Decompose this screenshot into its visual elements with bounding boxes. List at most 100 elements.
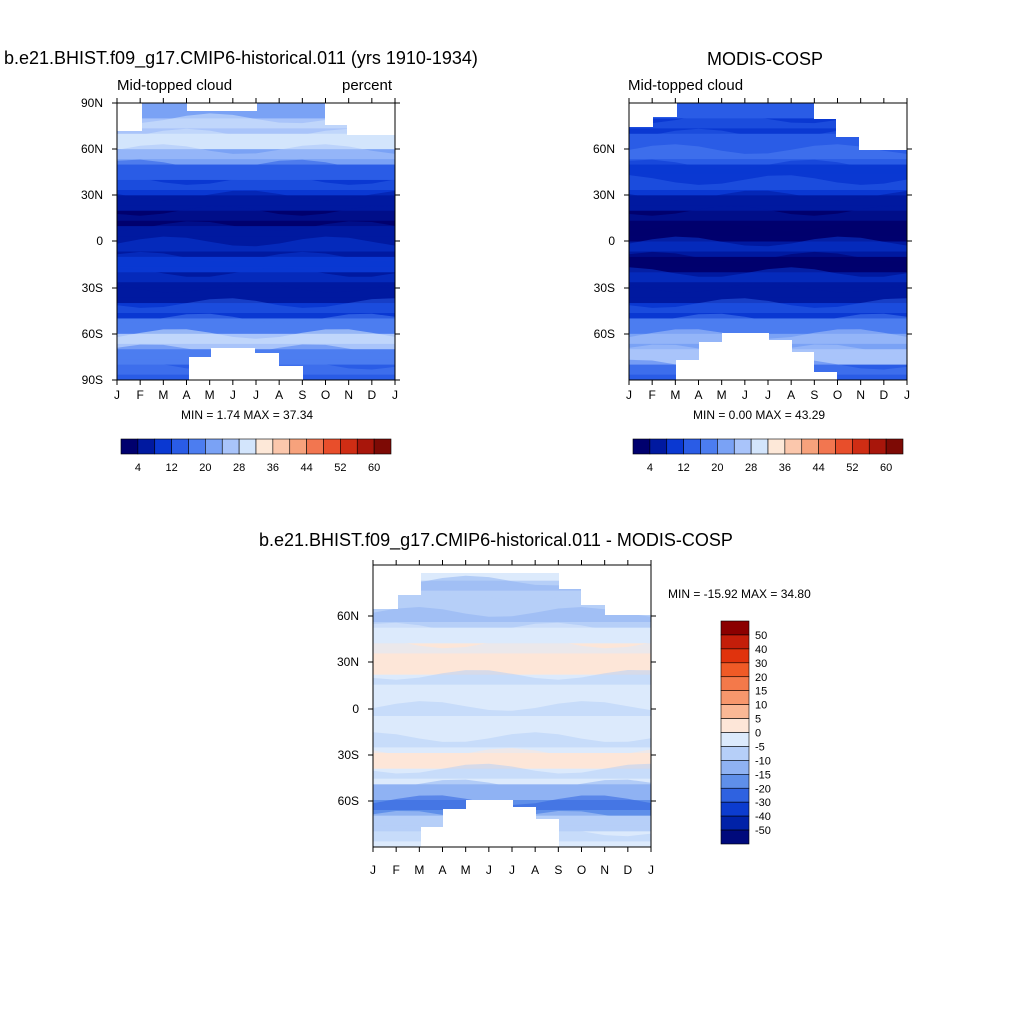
colorbar-swatch (120, 438, 139, 455)
x-tick-label: J (904, 388, 910, 402)
x-tick-label: N (856, 388, 865, 402)
colorbar-swatch (720, 676, 750, 691)
contour-50 (117, 159, 395, 175)
x-tick-label: J (742, 388, 748, 402)
y-tick-label: 30N (337, 655, 359, 669)
colorbar-swatch (683, 438, 701, 455)
x-tick-label: M (205, 388, 215, 402)
colorbar-swatch (137, 438, 156, 455)
colorbar-swatch (720, 634, 750, 650)
contour-0 (117, 236, 395, 252)
contour-10 (373, 685, 651, 701)
missing-north (373, 565, 651, 615)
x-tick-label: A (182, 388, 190, 402)
contour-30 (373, 654, 651, 669)
colorbar-swatch (255, 438, 274, 455)
x-tick-label: N (600, 863, 609, 877)
colorbar-swatch (720, 829, 750, 845)
colorbar-label: -30 (755, 797, 771, 809)
panel1-right-label: percent (342, 77, 393, 94)
colorbar-swatch (720, 815, 750, 831)
contour-0 (373, 701, 651, 716)
contour-20 (373, 670, 651, 685)
contour--70 (373, 811, 651, 826)
colorbar-label: 52 (334, 462, 346, 474)
colorbar-label: 40 (755, 644, 767, 656)
panel1-left-label: Mid-topped cloud (117, 77, 233, 94)
y-tick-label: 60N (593, 142, 615, 156)
colorbar-swatch (666, 438, 684, 455)
contour--30 (373, 748, 651, 763)
y-tick-label: 30N (593, 188, 615, 202)
contour--70 (117, 344, 395, 360)
panel-1-plot (112, 98, 400, 455)
contour-60 (629, 144, 907, 160)
colorbar-swatch (720, 746, 750, 761)
colorbar-label: -15 (755, 769, 771, 781)
contour--30 (629, 282, 907, 298)
contour-40 (373, 638, 651, 654)
y-tick-label: 60N (81, 142, 103, 156)
panel-2-field (629, 103, 907, 380)
colorbar-label: 28 (745, 462, 757, 474)
colorbar-swatch (767, 438, 786, 455)
contour-10 (629, 221, 907, 237)
x-tick-label: M (717, 388, 727, 402)
y-tick-label: 30N (81, 188, 103, 202)
colorbar-swatch (649, 438, 668, 455)
colorbar-swatch (720, 732, 750, 747)
contour-30 (117, 190, 395, 206)
y-tick-label: 60S (82, 327, 103, 341)
colorbar-label: 28 (233, 462, 245, 474)
contour--10 (629, 251, 907, 267)
contour--60 (373, 795, 651, 810)
missing-nw (629, 103, 677, 127)
contour-60 (373, 607, 651, 622)
colorbar-label: 0 (755, 728, 761, 740)
y-tick-label: 0 (96, 234, 103, 248)
y-tick-label: 30S (338, 748, 359, 762)
contour-50 (373, 622, 651, 638)
contour--20 (373, 732, 651, 748)
x-tick-label: S (810, 388, 818, 402)
x-tick-label: J (230, 388, 236, 402)
x-tick-label: A (438, 863, 446, 877)
missing-south (421, 800, 559, 847)
colorbar-label: 52 (846, 462, 858, 474)
colorbar-label: 10 (755, 700, 767, 712)
y-tick-label: 30S (594, 281, 615, 295)
contour-0 (629, 236, 907, 252)
colorbar-swatch (720, 648, 750, 664)
contour--30 (117, 282, 395, 298)
contour--10 (373, 716, 651, 732)
contour-60 (117, 144, 395, 160)
colorbar-swatch (323, 438, 341, 455)
missing-ne (814, 103, 907, 150)
x-tick-label: M (414, 863, 424, 877)
colorbar-swatch (154, 438, 172, 455)
panel3-title: b.e21.BHIST.f09_g17.CMIP6-historical.011… (259, 530, 733, 550)
panel-3-field (373, 565, 651, 847)
contour-20 (117, 206, 395, 221)
x-tick-label: M (461, 863, 471, 877)
y-tick-label: 90N (81, 96, 103, 110)
contour--20 (629, 267, 907, 283)
colorbar-label: 20 (199, 462, 211, 474)
x-tick-label: F (648, 388, 655, 402)
colorbar-label: 50 (755, 630, 767, 642)
colorbar-swatch (238, 438, 257, 455)
colorbar-swatch (272, 438, 291, 455)
contour--40 (117, 298, 395, 314)
panel3-minmax: MIN = -15.92 MAX = 34.80 (668, 587, 811, 601)
x-tick-label: J (392, 388, 398, 402)
contour--40 (629, 298, 907, 314)
colorbar-label: -40 (755, 811, 771, 823)
x-tick-label: J (486, 863, 492, 877)
missing-south (676, 333, 837, 380)
panel-3-plot (368, 560, 750, 852)
colorbar-swatch (171, 438, 189, 455)
colorbar-swatch (720, 787, 750, 803)
colorbar-swatch (720, 704, 750, 719)
x-tick-label: O (833, 388, 842, 402)
colorbar-swatch (221, 438, 240, 455)
